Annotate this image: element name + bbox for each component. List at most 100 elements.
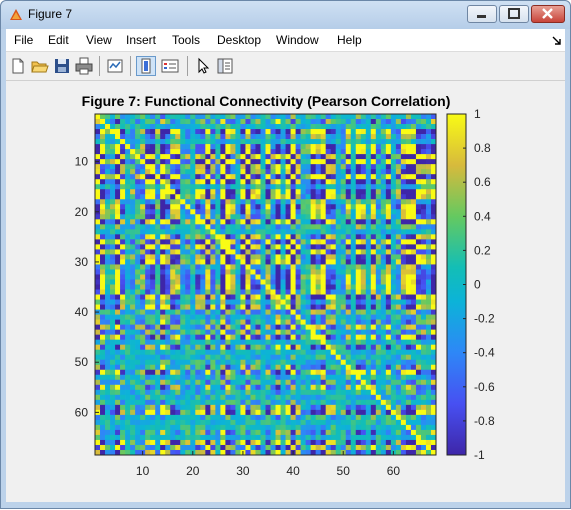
dock-arrow-icon[interactable] [552, 36, 561, 45]
heatmap-cell [290, 439, 296, 446]
save-button[interactable] [52, 56, 72, 76]
heatmap-cell [265, 144, 271, 150]
heatmap-cell [100, 439, 106, 446]
heatmap-cell [150, 364, 156, 371]
heatmap-cell [115, 424, 121, 431]
heatmap-cell [260, 209, 266, 215]
heatmap-cell [380, 364, 387, 371]
heatmap-cell [325, 424, 332, 431]
heatmap-cell [140, 429, 146, 436]
heatmap-cell [405, 214, 412, 220]
heatmap-cell [365, 234, 372, 240]
minimize-button[interactable] [467, 5, 497, 23]
heatmap-cell [355, 114, 362, 120]
menu-bar: File Edit View Insert Tools Desktop Wind… [6, 29, 565, 52]
heatmap-cell [280, 269, 286, 275]
heatmap-cell [380, 329, 387, 335]
heatmap-cell [100, 274, 106, 280]
heatmap-cell [105, 204, 111, 210]
heatmap-cell [175, 119, 181, 125]
heatmap-cell [380, 164, 387, 170]
property-editor-button[interactable] [215, 56, 235, 76]
heatmap-cell [425, 184, 432, 190]
link-plot-button[interactable] [105, 56, 125, 76]
heatmap-cell [300, 114, 306, 120]
legend-toggle-button[interactable] [160, 56, 180, 76]
heatmap-cell [315, 319, 322, 325]
heatmap-cell [110, 419, 116, 426]
heatmap-cell [290, 119, 296, 125]
heatmap-cell [190, 414, 196, 421]
heatmap-cell [350, 424, 357, 431]
heatmap-cell [355, 349, 362, 356]
heatmap-cell [405, 414, 412, 421]
heatmap-cell [290, 234, 296, 240]
heatmap-cell [395, 279, 402, 285]
heatmap-cell [410, 219, 417, 225]
heatmap-cell [165, 369, 171, 376]
heatmap-cell [425, 369, 432, 376]
close-button[interactable] [531, 5, 565, 23]
heatmap-cell [100, 264, 106, 270]
heatmap-cell [145, 409, 151, 416]
heatmap-cell [245, 339, 251, 346]
menu-edit[interactable]: Edit [48, 33, 69, 47]
heatmap-cell [385, 169, 392, 175]
heatmap-cell [420, 359, 427, 366]
menu-tools[interactable]: Tools [172, 33, 201, 47]
heatmap-cell [370, 279, 377, 285]
pointer-button[interactable] [193, 56, 213, 76]
menu-insert[interactable]: Insert [126, 33, 157, 47]
menu-file[interactable]: File [14, 33, 34, 47]
heatmap-cell [430, 389, 437, 396]
heatmap-cell [415, 319, 422, 325]
heatmap-cell [315, 119, 322, 125]
open-file-button[interactable] [30, 56, 50, 76]
heatmap-cell [410, 214, 417, 220]
heatmap-cell [185, 279, 191, 285]
heatmap-cell [265, 239, 271, 245]
menu-view[interactable]: View [86, 33, 112, 47]
heatmap-cell [230, 184, 236, 190]
heatmap-cell [170, 134, 176, 140]
heatmap-cell [395, 384, 402, 391]
heatmap-cell [215, 349, 221, 356]
heatmap-cell [190, 419, 196, 426]
heatmap-cell [225, 194, 231, 200]
heatmap-cell [385, 264, 392, 270]
menu-help[interactable]: Help [337, 33, 362, 47]
heatmap-cell [190, 114, 196, 120]
heatmap-cell [335, 304, 342, 310]
heatmap-cell [140, 379, 146, 386]
heatmap-cell [365, 149, 372, 155]
heatmap-cell [370, 169, 377, 175]
heatmap-cell [120, 404, 126, 411]
heatmap-cell [135, 284, 141, 290]
menu-window[interactable]: Window [276, 33, 319, 47]
heatmap-cell [170, 449, 176, 456]
menu-desktop[interactable]: Desktop [217, 33, 262, 47]
title-bar[interactable]: Figure 7 [1, 1, 570, 29]
heatmap-cell [140, 304, 146, 310]
heatmap-cell [270, 434, 276, 441]
heatmap-cell [235, 339, 241, 346]
heatmap-cell [225, 354, 231, 361]
heatmap-cell [405, 189, 412, 195]
colorbar-toggle-button[interactable] [136, 56, 156, 76]
maximize-button[interactable] [499, 5, 529, 23]
heatmap-cell [170, 154, 176, 160]
heatmap-cell [280, 174, 286, 180]
heatmap-cell [395, 359, 402, 366]
heatmap-cell [340, 324, 347, 330]
heatmap-cell [125, 224, 131, 230]
new-figure-button[interactable] [8, 56, 28, 76]
heatmap-cell [295, 414, 301, 421]
heatmap-cell [390, 249, 397, 255]
heatmap-cell [225, 279, 231, 285]
heatmap-cell [155, 124, 161, 130]
heatmap-cell [425, 304, 432, 310]
heatmap-cell [200, 129, 206, 135]
print-button[interactable] [74, 56, 94, 76]
heatmap-cell [220, 134, 226, 140]
heatmap-cell [360, 199, 367, 205]
